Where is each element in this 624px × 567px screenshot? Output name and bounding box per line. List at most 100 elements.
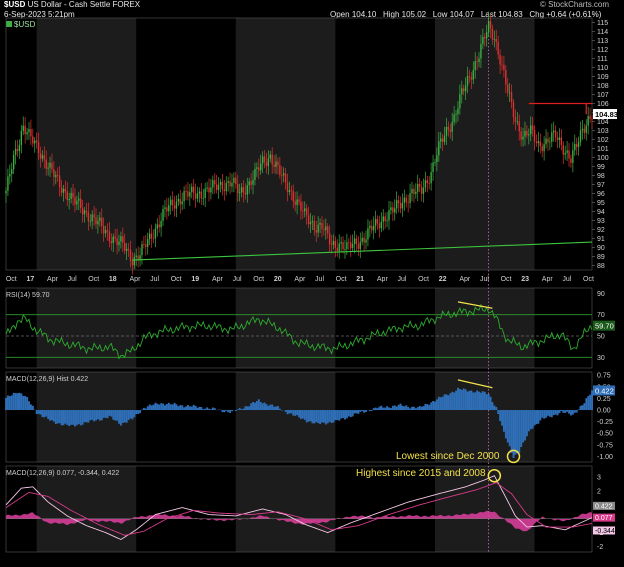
rsi-last-label: 59.70 [595, 322, 614, 331]
candle-body [503, 64, 505, 70]
macd-hist-bar [499, 410, 502, 422]
macd-hist-bar [263, 402, 266, 411]
candle-body [263, 156, 266, 163]
last-price-label: 104.83 [595, 110, 618, 119]
macd-hist-bar [495, 407, 498, 411]
macd-hist-bar [198, 406, 201, 411]
macd-hist-bar [344, 410, 346, 420]
x-tick-label: Oct [253, 276, 264, 283]
macd-hist-bar [179, 405, 182, 411]
candle-body [259, 163, 262, 171]
macd-hist-bar [269, 404, 272, 411]
macd-hist-bar [75, 410, 78, 426]
macd-hist-bar [501, 410, 503, 426]
macd-last-label: 0.422 [595, 503, 613, 510]
y-tick-label: 101 [597, 146, 609, 153]
macd-signal-line [5, 482, 593, 536]
candle-body [198, 191, 201, 194]
candle-body [493, 39, 496, 40]
candle-body [125, 248, 128, 251]
macd-hist-bar [374, 407, 377, 411]
candle-body [424, 180, 427, 188]
candle-body [568, 150, 570, 159]
candle-body [441, 138, 444, 142]
macd-hist-bar [51, 410, 53, 421]
candle-body [418, 183, 421, 187]
candle-body [438, 141, 440, 156]
macd-hist-bar [504, 410, 507, 439]
macd-last-box [593, 513, 615, 522]
macd-hist-bar [382, 407, 385, 411]
macd-hist-bar [470, 390, 473, 411]
macd-hist-bar [313, 410, 316, 424]
macd-hist-bar [336, 410, 339, 421]
macd-hist-bar [231, 410, 233, 412]
macd-hist-bar [395, 406, 398, 411]
macd-hist-bar [445, 394, 448, 411]
y-tick-label: -2 [597, 544, 603, 551]
macd-hist-bar [265, 404, 268, 411]
candle-body [265, 162, 268, 166]
candle-body [173, 205, 176, 209]
year-shade [36, 288, 137, 368]
macd-hist-bar [164, 405, 166, 411]
candle-body [361, 237, 363, 242]
candle-body [35, 140, 38, 143]
x-tick-label: 21 [356, 276, 364, 283]
candle-body [344, 249, 346, 250]
candle-body [175, 201, 178, 209]
macd-hist-bar [39, 410, 42, 415]
macd-hist-bar [202, 409, 205, 411]
y-tick-label: 94 [597, 209, 605, 216]
candle-body [574, 143, 576, 151]
candle-body [258, 167, 260, 171]
y-tick-label: 89 [597, 254, 605, 261]
highest-circle [487, 468, 502, 483]
y-tick-label: 111 [597, 56, 608, 63]
macd-hist-bar [252, 402, 255, 411]
macd-hist-bar [31, 405, 34, 411]
candle-body [346, 242, 348, 250]
y-tick-label: 50 [597, 334, 605, 341]
candle-body [238, 192, 241, 194]
macd-hist-bar [288, 410, 291, 414]
candle-body [334, 241, 337, 248]
high-value: 105.02 [401, 10, 427, 19]
candle-body [524, 130, 526, 137]
macd-hist-bar [131, 410, 134, 420]
macd-hist-bar [443, 394, 446, 411]
candle-body [413, 188, 415, 195]
candle-body [110, 241, 113, 244]
candle-body [154, 228, 157, 239]
candle-body [32, 136, 34, 144]
macd-hist-bar [85, 410, 88, 423]
candle-body [192, 186, 195, 194]
candle-body [246, 185, 248, 195]
macd-hist-bar [399, 403, 402, 411]
macd-hist-bar [319, 410, 322, 425]
macd-hist-bar [5, 397, 7, 411]
y-tick-label: 110 [597, 65, 608, 72]
macd-hist-bar [432, 401, 435, 411]
macd-hist-bar [493, 405, 496, 411]
macd-hist-bar [261, 403, 264, 411]
macd-hist-bar [234, 410, 237, 412]
macd-hist-bar [248, 406, 251, 411]
macd-hist-bar [144, 408, 147, 411]
candle-body [60, 187, 63, 193]
macd-hist-bar [464, 389, 467, 411]
macd-hist-bar [571, 410, 574, 415]
macd-hist-bar [589, 394, 592, 411]
candle-body [9, 173, 11, 177]
macd-hist-bar [257, 399, 260, 411]
macd-hist-bar [365, 410, 368, 412]
candle-body [168, 205, 170, 212]
macd-last-box [593, 526, 615, 535]
macd-hist-bar [70, 410, 73, 425]
macd-hist-bar [167, 402, 170, 411]
candle-body [497, 41, 499, 55]
x-tick-label: 17 [26, 276, 34, 283]
candle-body [55, 174, 57, 178]
y-tick-label: 113 [597, 38, 608, 45]
panel-frame [5, 17, 593, 271]
